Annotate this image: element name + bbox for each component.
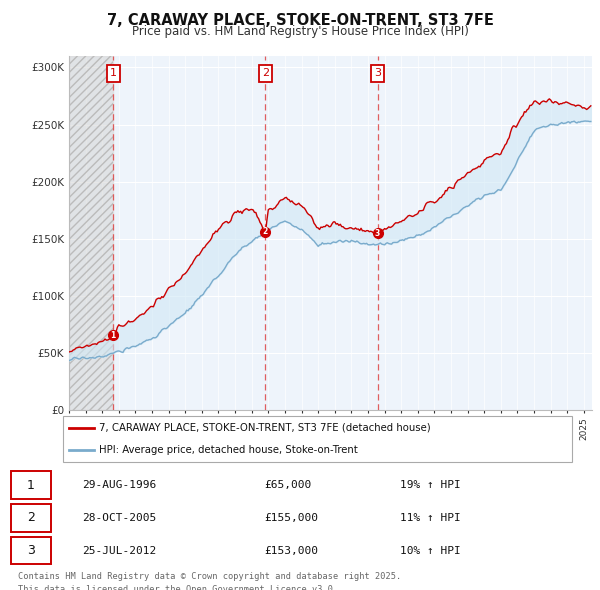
Text: 1: 1 <box>27 478 35 491</box>
Text: 10% ↑ HPI: 10% ↑ HPI <box>400 546 461 556</box>
FancyBboxPatch shape <box>11 504 50 532</box>
Text: 29-AUG-1996: 29-AUG-1996 <box>82 480 157 490</box>
FancyBboxPatch shape <box>11 471 50 499</box>
Text: 3: 3 <box>27 544 35 557</box>
Text: 3: 3 <box>374 68 381 78</box>
Bar <box>69 56 113 410</box>
Text: Price paid vs. HM Land Registry's House Price Index (HPI): Price paid vs. HM Land Registry's House … <box>131 25 469 38</box>
Text: 3: 3 <box>375 229 380 238</box>
Text: £155,000: £155,000 <box>265 513 319 523</box>
Text: 19% ↑ HPI: 19% ↑ HPI <box>400 480 461 490</box>
FancyBboxPatch shape <box>62 416 572 462</box>
Text: £65,000: £65,000 <box>265 480 312 490</box>
Text: 7, CARAWAY PLACE, STOKE-ON-TRENT, ST3 7FE (detached house): 7, CARAWAY PLACE, STOKE-ON-TRENT, ST3 7F… <box>98 423 430 433</box>
Text: 2: 2 <box>263 227 268 237</box>
Text: 7, CARAWAY PLACE, STOKE-ON-TRENT, ST3 7FE: 7, CARAWAY PLACE, STOKE-ON-TRENT, ST3 7F… <box>107 13 493 28</box>
Text: HPI: Average price, detached house, Stoke-on-Trent: HPI: Average price, detached house, Stok… <box>98 445 358 455</box>
Text: £153,000: £153,000 <box>265 546 319 556</box>
Text: 11% ↑ HPI: 11% ↑ HPI <box>400 513 461 523</box>
Text: 2: 2 <box>262 68 269 78</box>
Text: 2: 2 <box>27 512 35 525</box>
Text: 1: 1 <box>110 68 116 78</box>
Text: 25-JUL-2012: 25-JUL-2012 <box>82 546 157 556</box>
Text: Contains HM Land Registry data © Crown copyright and database right 2025.
This d: Contains HM Land Registry data © Crown c… <box>18 572 401 590</box>
Bar <box>69 56 113 410</box>
Text: 28-OCT-2005: 28-OCT-2005 <box>82 513 157 523</box>
Text: 1: 1 <box>110 331 116 340</box>
FancyBboxPatch shape <box>11 537 50 565</box>
